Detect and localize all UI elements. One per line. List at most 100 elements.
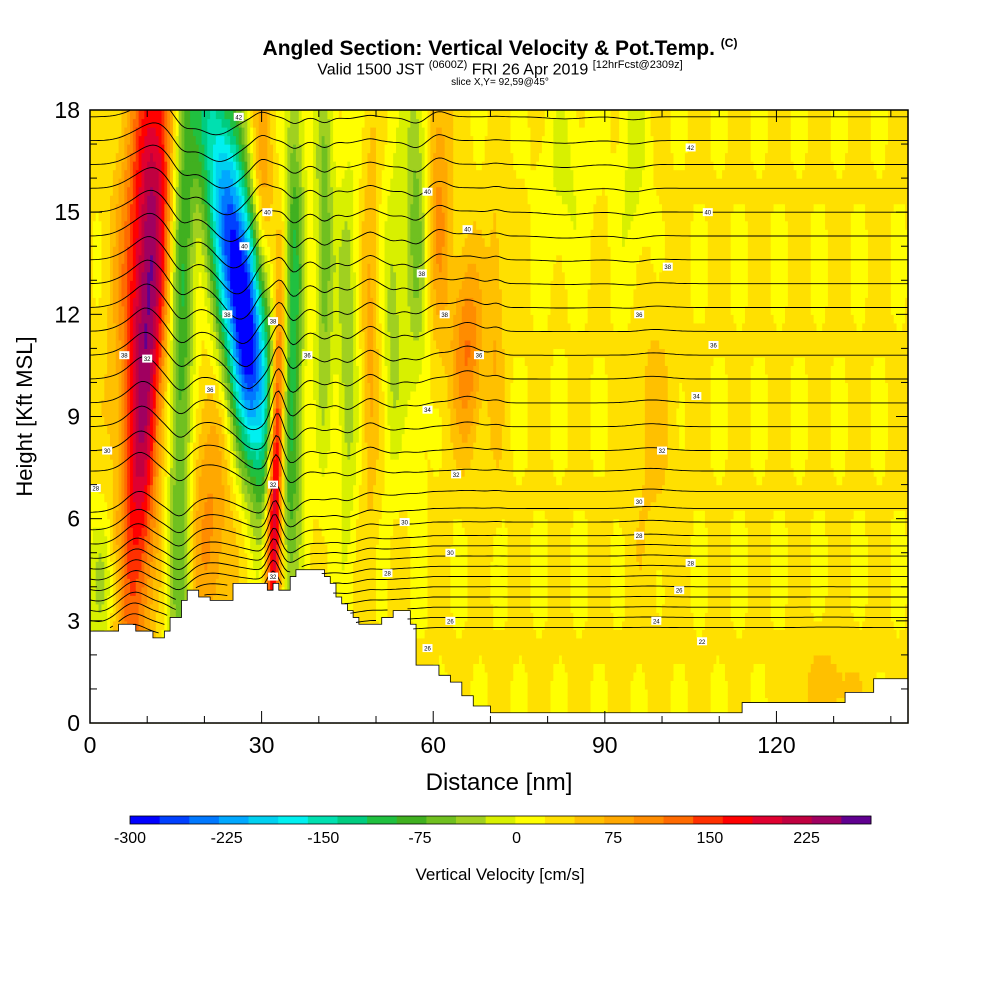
velocity-cell [158,305,163,315]
velocity-cell [110,459,114,469]
velocity-cell [92,544,97,554]
velocity-cell [141,135,145,145]
velocity-cell [90,569,94,579]
velocity-cell [98,280,103,290]
velocity-cell [181,433,185,443]
velocity-cell [124,110,128,120]
velocity-cell [158,467,163,477]
velocity-cell [181,161,185,171]
velocity-cell [130,220,134,230]
velocity-cell [192,127,197,137]
velocity-cell [118,186,123,196]
velocity-cell [90,229,94,239]
velocity-cell [147,229,151,239]
velocity-cell [107,390,111,401]
velocity-cell [184,535,188,545]
velocity-cell [164,373,168,384]
velocity-cell [164,356,168,367]
velocity-cell [107,493,111,503]
velocity-cell [172,331,177,341]
velocity-cell [92,135,97,145]
velocity-cell [192,561,197,571]
velocity-cell [161,561,165,571]
velocity-cell [144,220,148,230]
velocity-cell [95,586,100,596]
velocity-cell [147,501,151,511]
velocity-cell [90,246,94,256]
velocity-cell [98,510,103,520]
velocity-cell [144,501,148,511]
velocity-cell [112,135,117,145]
velocity-cell [175,603,180,613]
velocity-cell [192,271,197,281]
velocity-cell [101,595,105,605]
velocity-cell [130,561,134,571]
velocity-cell [104,561,108,571]
velocity-cell [155,493,160,503]
velocity-cell [92,356,97,367]
velocity-cell [107,535,111,545]
velocity-cell [161,399,165,409]
velocity-cell [170,220,174,230]
velocity-cell [132,425,137,435]
velocity-cell [141,552,145,562]
velocity-cell [115,186,120,196]
velocity-cell [98,433,103,443]
velocity-cell [150,297,154,307]
velocity-cell [98,569,103,579]
velocity-cell [172,493,177,503]
velocity-cell [144,237,148,247]
velocity-cell [178,373,183,384]
velocity-cell [184,237,188,247]
velocity-cell [167,425,171,435]
velocity-cell [92,425,97,435]
velocity-cell [112,246,117,256]
velocity-cell [152,518,157,528]
velocity-cell [112,493,117,503]
velocity-cell [161,195,165,205]
velocity-cell [155,356,160,367]
velocity-cell [138,314,143,324]
velocity-cell [101,178,105,188]
velocity-cell [181,178,185,188]
velocity-cell [121,331,125,341]
velocity-cell [147,178,151,188]
velocity-cell [141,254,145,264]
velocity-cell [164,195,168,205]
velocity-cell [110,348,114,358]
velocity-cell [181,212,185,222]
velocity-cell [184,110,188,120]
velocity-cell [95,246,100,256]
velocity-cell [115,493,120,503]
velocity-cell [172,314,177,324]
velocity-cell [147,161,151,171]
velocity-cell [98,314,103,324]
velocity-cell [132,535,137,545]
velocity-cell [90,467,94,477]
velocity-cell [164,135,168,145]
velocity-cell [147,144,151,154]
velocity-cell [118,297,123,307]
velocity-cell [127,612,131,622]
velocity-cell [92,271,97,281]
velocity-cell [164,382,168,392]
velocity-cell [141,527,145,537]
velocity-cell [138,322,143,332]
velocity-cell [95,603,100,613]
velocity-cell [101,356,105,367]
velocity-cell [95,118,100,128]
velocity-cell [187,331,191,341]
velocity-cell [155,595,160,605]
velocity-cell [152,161,157,171]
velocity-cell [155,620,160,630]
velocity-cell [187,135,191,145]
velocity-cell [187,561,191,571]
velocity-cell [92,603,97,613]
velocity-cell [192,331,197,341]
velocity-cell [121,288,125,298]
velocity-cell [107,263,111,273]
velocity-cell [138,569,143,579]
velocity-cell [110,365,114,375]
velocity-cell [170,314,174,324]
velocity-cell [115,373,120,384]
